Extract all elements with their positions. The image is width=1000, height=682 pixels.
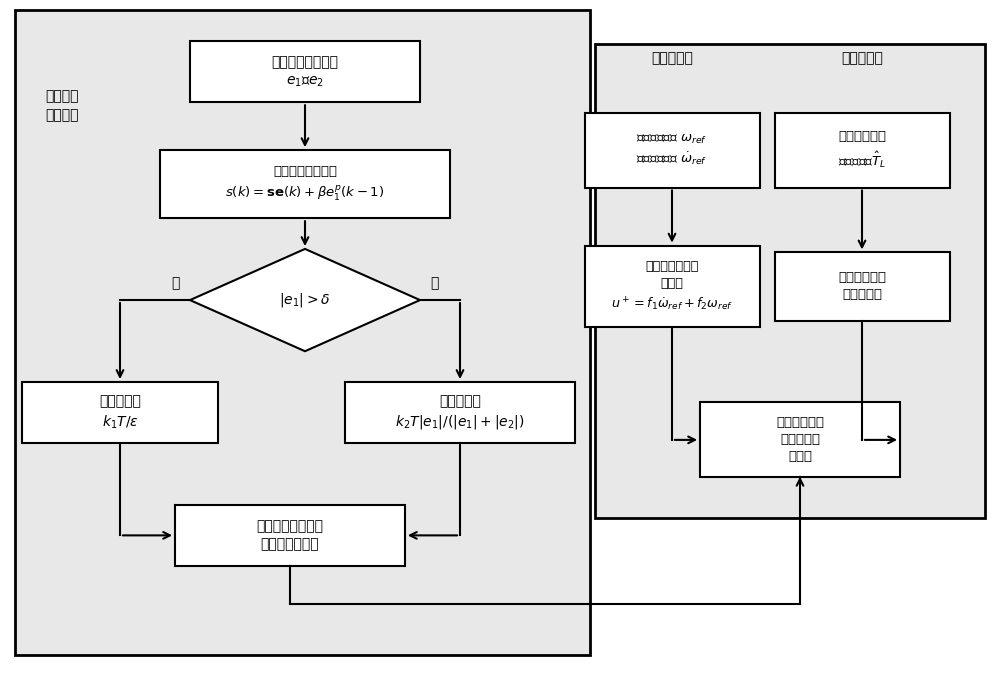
Text: 计算扰动前馈
补偿控制量: 计算扰动前馈 补偿控制量 xyxy=(838,271,886,301)
Bar xyxy=(595,44,985,518)
Text: 前馈控制器: 前馈控制器 xyxy=(651,51,693,65)
Text: 计算滑模切换函数
$s(k)=\mathbf{se}(k)+\beta e_1^p(k-1)$: 计算滑模切换函数 $s(k)=\mathbf{se}(k)+\beta e_1^… xyxy=(225,165,385,203)
Text: 扰动观测器: 扰动观测器 xyxy=(841,51,883,65)
Text: 趋近率增益
$k_2T|e_1|/(|e_1|+|e_2|)$: 趋近率增益 $k_2T|e_1|/(|e_1|+|e_2|)$ xyxy=(395,394,525,431)
Text: 趋近率增益
$k_1T/\varepsilon$: 趋近率增益 $k_1T/\varepsilon$ xyxy=(99,394,141,431)
Bar xyxy=(774,113,950,188)
Text: 位置转速误差信号
$e_1$、$e_2$: 位置转速误差信号 $e_1$、$e_2$ xyxy=(272,55,338,89)
Text: 滑模变结
构控制器: 滑模变结 构控制器 xyxy=(45,89,79,123)
Bar xyxy=(160,150,450,218)
Text: 是: 是 xyxy=(172,276,180,290)
Bar xyxy=(190,41,420,102)
Bar xyxy=(584,246,760,327)
Text: 相加计算得到
电流控制器
输入量: 相加计算得到 电流控制器 输入量 xyxy=(776,417,824,463)
Bar xyxy=(175,505,405,566)
Bar xyxy=(700,402,900,477)
Text: 计算前馈控制器
控制量
$u^+=f_1\dot{\omega}_{ref}+f_2\omega_{ref}$: 计算前馈控制器 控制量 $u^+=f_1\dot{\omega}_{ref}+f… xyxy=(611,261,733,312)
Text: 负载转矩扰动
观测器得到$\hat{T}_L$: 负载转矩扰动 观测器得到$\hat{T}_L$ xyxy=(838,130,886,170)
Bar xyxy=(774,252,950,321)
Text: 转速给定信号 $\omega_{ref}$
及其微分信号 $\dot{\omega}_{ref}$: 转速给定信号 $\omega_{ref}$ 及其微分信号 $\dot{\omeg… xyxy=(636,132,708,168)
Text: $|e_1|>\delta$: $|e_1|>\delta$ xyxy=(279,291,331,309)
Bar xyxy=(22,382,218,443)
Bar xyxy=(345,382,575,443)
Polygon shape xyxy=(190,249,420,351)
Text: 计算滑模变结构控
制器输出控制量: 计算滑模变结构控 制器输出控制量 xyxy=(256,519,324,552)
Bar xyxy=(15,10,590,655)
Text: 否: 否 xyxy=(430,276,438,290)
Bar xyxy=(584,113,760,188)
